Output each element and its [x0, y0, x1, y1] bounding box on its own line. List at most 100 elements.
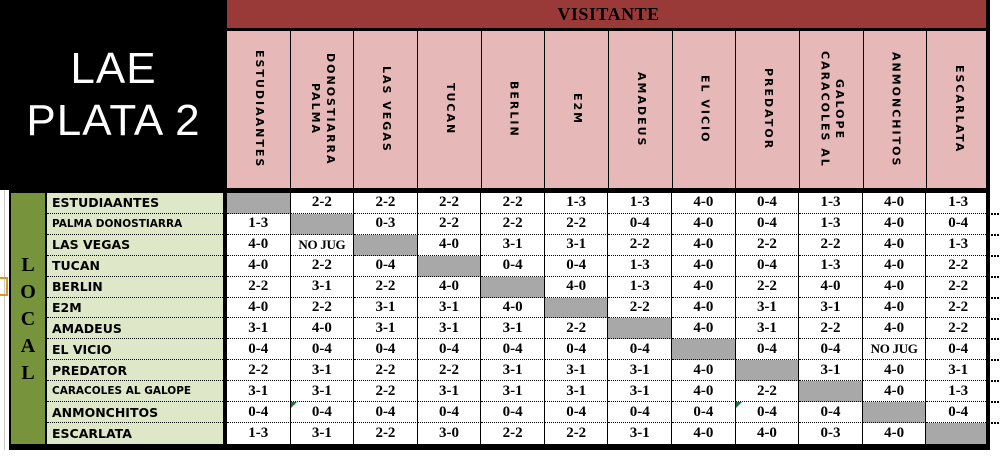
score-cell[interactable]: 3-1 [799, 360, 863, 382]
score-cell[interactable]: 4-0 [799, 276, 863, 298]
score-cell[interactable]: 2-2 [227, 276, 291, 298]
diagonal-cell[interactable] [735, 360, 800, 382]
score-cell[interactable]: 0-4 [417, 402, 482, 424]
column-header-predator[interactable]: PREDATOR [736, 31, 801, 188]
score-cell[interactable]: 3-1 [417, 318, 482, 340]
score-cell[interactable]: 4-0 [862, 297, 927, 319]
score-cell[interactable]: 1-3 [926, 193, 990, 214]
score-cell[interactable]: 2-2 [354, 423, 418, 444]
score-cell[interactable]: 4-0 [672, 318, 736, 340]
score-cell[interactable]: 0-4 [608, 339, 673, 361]
row-label-las-vegas[interactable]: LAS VEGAS [47, 235, 223, 256]
score-cell[interactable]: 1-3 [227, 213, 291, 235]
score-cell[interactable]: 0-4 [544, 402, 609, 424]
score-cell[interactable]: 0-4 [608, 213, 673, 235]
score-cell[interactable]: 4-0 [862, 193, 927, 214]
row-label-amadeus[interactable]: AMADEUS [47, 318, 223, 340]
score-cell[interactable]: 0-3 [354, 213, 418, 235]
score-cell[interactable]: NO JUG [862, 339, 927, 361]
score-cell[interactable]: 3-1 [799, 297, 863, 319]
score-cell[interactable]: 4-0 [862, 381, 927, 403]
score-cell[interactable]: 0-4 [926, 214, 990, 235]
score-cell[interactable]: 3-1 [544, 360, 609, 382]
diagonal-cell[interactable] [354, 234, 418, 256]
score-cell[interactable]: 2-2 [481, 213, 545, 235]
score-cell[interactable]: 2-2 [926, 277, 990, 298]
score-cell[interactable]: 3-1 [290, 360, 355, 382]
score-cell[interactable]: 0-4 [290, 339, 355, 361]
score-cell[interactable]: 4-0 [227, 255, 291, 277]
score-cell[interactable]: 2-2 [608, 297, 673, 319]
score-cell[interactable]: 0-4 [926, 402, 990, 424]
score-cell[interactable]: 3-1 [735, 318, 800, 340]
score-cell[interactable]: 0-4 [799, 339, 863, 361]
row-label-anmonchitos[interactable]: ANMONCHITOS [47, 402, 223, 424]
score-cell[interactable]: 4-0 [227, 297, 291, 319]
score-cell[interactable]: 0-4 [544, 339, 609, 361]
score-cell[interactable]: 3-0 [418, 423, 482, 444]
score-cell[interactable]: 0-4 [290, 402, 355, 424]
row-label-predator[interactable]: PREDATOR [47, 360, 223, 382]
score-cell[interactable]: 3-1 [608, 423, 673, 444]
score-cell[interactable]: 2-2 [544, 213, 609, 235]
diagonal-cell[interactable] [608, 318, 673, 340]
score-cell[interactable]: 4-0 [672, 423, 736, 444]
score-cell[interactable]: 0-4 [672, 402, 736, 424]
score-cell[interactable]: 2-2 [735, 381, 800, 403]
score-cell[interactable]: 3-1 [926, 360, 990, 382]
score-cell[interactable]: 0-4 [735, 339, 800, 361]
score-cell[interactable]: 4-0 [862, 213, 927, 235]
column-header-caracoles-al-galope[interactable]: CARACOLES AL GALOPE [800, 31, 864, 188]
score-cell[interactable]: 0-4 [735, 213, 800, 235]
score-cell[interactable]: 3-1 [481, 318, 545, 340]
score-cell[interactable]: 0-3 [799, 423, 863, 444]
score-cell[interactable]: 2-2 [608, 234, 673, 256]
score-cell[interactable]: 1-3 [926, 381, 990, 403]
score-cell[interactable]: 2-2 [290, 193, 355, 214]
score-cell[interactable]: 4-0 [736, 423, 800, 444]
score-cell[interactable]: 0-4 [354, 255, 418, 277]
score-cell[interactable]: 3-1 [227, 318, 291, 340]
diagonal-cell[interactable] [799, 381, 863, 403]
score-cell[interactable]: 4-0 [672, 255, 736, 277]
score-cell[interactable]: 1-3 [544, 193, 609, 214]
score-cell[interactable]: 1-3 [608, 193, 673, 214]
diagonal-cell[interactable] [672, 339, 736, 361]
score-cell[interactable]: 0-4 [227, 339, 291, 361]
score-cell[interactable]: 4-0 [290, 318, 355, 340]
score-cell[interactable]: 2-2 [481, 193, 545, 214]
row-label-tucan[interactable]: TUCAN [47, 256, 223, 277]
score-cell[interactable]: 2-2 [354, 276, 418, 298]
score-cell[interactable]: 2-2 [354, 381, 418, 403]
score-cell[interactable]: 2-2 [545, 423, 609, 444]
score-cell[interactable]: 2-2 [227, 360, 291, 382]
score-cell[interactable]: 1-3 [608, 255, 673, 277]
score-cell[interactable]: 4-0 [862, 360, 927, 382]
score-cell[interactable]: 3-1 [227, 381, 291, 403]
score-cell[interactable]: 2-2 [417, 360, 482, 382]
score-cell[interactable]: 2-2 [290, 297, 355, 319]
score-cell[interactable]: 2-2 [544, 318, 609, 340]
score-cell[interactable]: 4-0 [672, 276, 736, 298]
score-cell[interactable]: NO JUG [290, 234, 355, 256]
score-cell[interactable]: 0-4 [735, 255, 800, 277]
score-cell[interactable]: 4-0 [672, 381, 736, 403]
score-cell[interactable]: 0-4 [481, 339, 545, 361]
score-cell[interactable]: 4-0 [863, 423, 927, 444]
score-cell[interactable]: 3-1 [290, 381, 355, 403]
score-cell[interactable]: 1-3 [799, 255, 863, 277]
score-cell[interactable]: 4-0 [227, 234, 291, 256]
score-cell[interactable]: 0-4 [354, 402, 418, 424]
score-cell[interactable]: 3-1 [608, 360, 673, 382]
score-cell[interactable]: 2-2 [926, 256, 990, 277]
score-cell[interactable]: 3-1 [354, 318, 418, 340]
score-cell[interactable]: 3-1 [417, 297, 482, 319]
score-cell[interactable]: 2-2 [417, 213, 482, 235]
row-label-escarlata[interactable]: ESCARLATA [52, 426, 132, 442]
score-cell[interactable]: 3-1 [608, 381, 673, 403]
score-cell[interactable]: 0-4 [799, 402, 863, 424]
league-title-cell[interactable]: LAE PLATA 2 [0, 0, 227, 190]
score-cell[interactable]: 4-0 [862, 255, 927, 277]
score-cell[interactable]: 4-0 [672, 360, 736, 382]
